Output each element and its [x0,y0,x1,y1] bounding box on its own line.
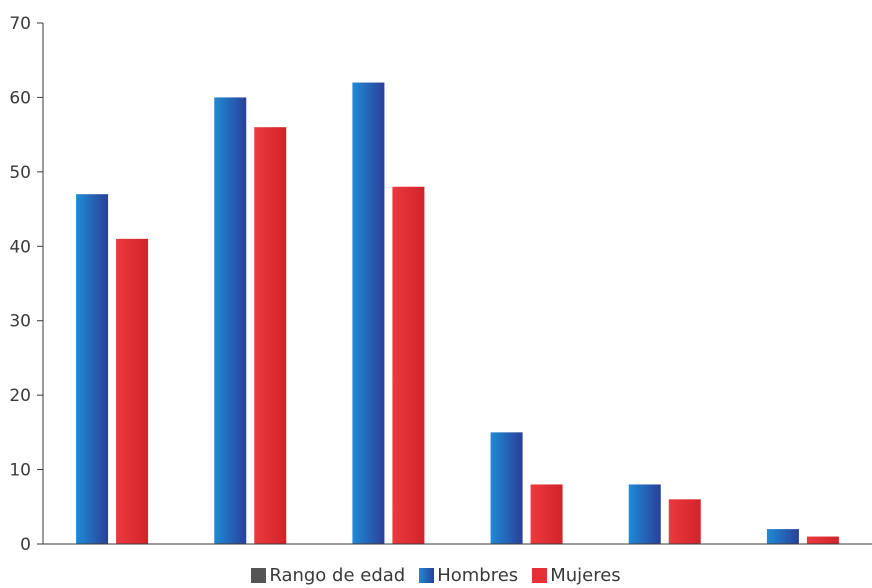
legend-label-mujeres: Mujeres [550,565,621,586]
bar-mujeres [254,127,287,544]
bar-mujeres [668,499,701,544]
legend-swatch-hombres [419,568,435,583]
bar-mujeres [806,536,839,544]
y-tick-label: 10 [9,461,31,481]
bar-hombres [628,484,661,544]
y-tick-label: 40 [9,237,31,257]
y-tick-label: 50 [9,163,31,183]
y-tick-label: 60 [9,88,31,108]
legend-item-mujeres: Mujeres [532,565,621,586]
y-tick-label: 0 [20,535,31,555]
bar-mujeres [392,186,425,544]
legend-swatch-mujeres [532,568,548,583]
legend-label-rango: Rango de edad [269,565,406,586]
y-tick-label: 70 [9,14,31,34]
bar-hombres [766,529,799,544]
legend-item-rango: Rango de edad [251,565,405,586]
bars [76,82,839,545]
legend: Rango de edad Hombres Mujeres [0,563,872,588]
bar-hombres [214,97,247,544]
legend-item-hombres: Hombres [419,565,518,586]
y-axis: 0 10 20 30 40 50 60 70 [9,14,44,555]
bar-mujeres [530,484,563,544]
y-tick-label: 30 [9,312,31,332]
legend-swatch-rango [251,568,267,583]
legend-label-hombres: Hombres [437,565,519,586]
y-tick-label: 20 [9,386,31,406]
bar-mujeres [116,238,149,545]
bar-hombres [76,194,109,544]
bar-chart: 0 10 20 30 40 50 60 70 [9,14,872,555]
bar-hombres [490,432,523,544]
bar-hombres [352,82,385,545]
